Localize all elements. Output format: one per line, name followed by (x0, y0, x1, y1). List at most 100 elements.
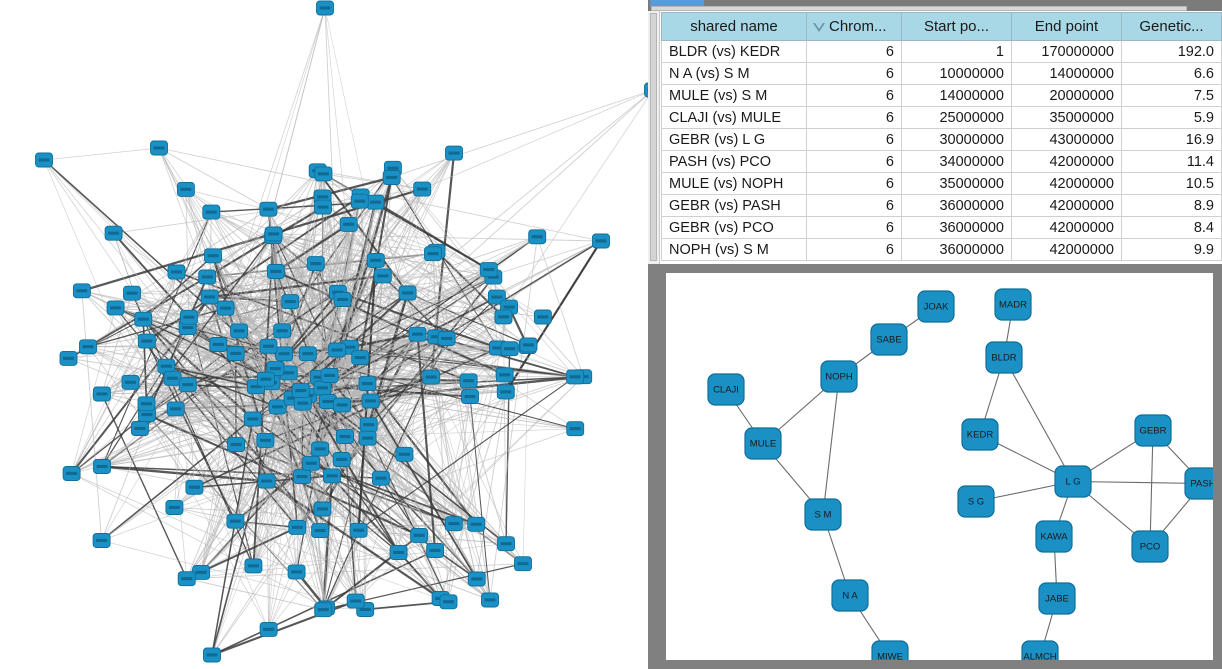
overview-edge[interactable] (448, 523, 455, 602)
overview-edge[interactable] (253, 333, 418, 567)
overview-network-graph[interactable] (0, 0, 648, 669)
overview-edge[interactable] (185, 189, 208, 278)
detail-node-shape[interactable] (744, 427, 782, 460)
cell-shared_name[interactable]: GEBR (vs) PASH (661, 194, 807, 217)
overview-node[interactable] (200, 289, 219, 305)
table-row[interactable]: CLAJI (vs) MULE 6 25000000 35000000 5.9 (661, 106, 1222, 129)
overview-node[interactable] (358, 376, 377, 392)
cell-shared_name[interactable]: GEBR (vs) PCO (661, 216, 807, 239)
overview-edge[interactable] (218, 344, 420, 536)
overview-node[interactable] (123, 285, 141, 301)
overview-edge[interactable] (146, 276, 209, 415)
overview-edge[interactable] (432, 253, 450, 602)
overview-node[interactable] (459, 373, 478, 389)
overview-edge[interactable] (187, 327, 576, 430)
cell-genetic[interactable]: 16.9 (1121, 128, 1222, 151)
overview-node[interactable] (293, 469, 311, 485)
cell-chromosome[interactable]: 6 (806, 62, 902, 85)
overview-node[interactable] (437, 331, 456, 346)
overview-node[interactable] (259, 338, 278, 354)
overview-edge[interactable] (277, 406, 576, 430)
overview-edge[interactable] (392, 168, 498, 298)
overview-node[interactable] (349, 522, 368, 538)
overview-node[interactable] (481, 592, 499, 608)
overview-node[interactable] (302, 455, 321, 471)
overview-node[interactable] (444, 516, 463, 532)
overview-edge[interactable] (341, 400, 372, 460)
detail-node-shape[interactable] (1054, 465, 1092, 498)
overview-edge[interactable] (301, 168, 394, 477)
detail-node[interactable]: MULE (744, 427, 782, 460)
overview-edge[interactable] (209, 274, 383, 299)
overview-edge[interactable] (492, 276, 584, 378)
cell-chromosome[interactable]: 6 (806, 216, 902, 239)
detail-edge[interactable] (1003, 357, 1074, 482)
overview-edge[interactable] (288, 299, 343, 374)
cell-genetic[interactable]: 10.5 (1121, 172, 1222, 195)
cell-start_point[interactable]: 35000000 (901, 172, 1012, 195)
overview-node[interactable] (268, 399, 287, 415)
overview-edge[interactable] (211, 418, 254, 656)
overview-node[interactable] (178, 377, 197, 393)
overview-edge[interactable] (187, 296, 210, 385)
overview-edge[interactable] (422, 90, 648, 190)
table-row[interactable]: GEBR (vs) PASH 6 36000000 42000000 8.9 (661, 194, 1222, 217)
overview-edge[interactable] (255, 347, 498, 387)
overview-node[interactable] (293, 395, 312, 411)
overview-edge[interactable] (358, 529, 420, 536)
overview-node[interactable] (389, 545, 408, 560)
overview-node[interactable] (59, 350, 78, 366)
detail-network-canvas-wrapper[interactable]: CLAJI MULE NOPH SABE JOAK S M N A MIWE MADR BLDR K… (666, 273, 1213, 660)
overview-node[interactable] (320, 368, 339, 383)
overview-edge[interactable] (43, 159, 147, 404)
overview-node[interactable] (313, 380, 332, 396)
cell-end_point[interactable]: 42000000 (1011, 172, 1122, 195)
cell-chromosome[interactable]: 6 (806, 238, 902, 261)
overview-edge[interactable] (143, 318, 321, 450)
overview-node[interactable] (72, 283, 91, 299)
overview-edge[interactable] (146, 299, 343, 342)
overview-edge[interactable] (271, 233, 274, 383)
overview-edge[interactable] (536, 236, 584, 377)
overview-node[interactable] (230, 323, 249, 339)
overview-node[interactable] (519, 337, 538, 353)
overview-edge[interactable] (176, 271, 497, 298)
overview-edge[interactable] (318, 376, 471, 398)
overview-node[interactable] (422, 369, 441, 385)
overview-edge[interactable] (43, 159, 237, 445)
overview-edge[interactable] (174, 7, 326, 508)
overview-node[interactable] (93, 459, 111, 474)
overview-edge[interactable] (277, 406, 327, 609)
overview-edge[interactable] (186, 543, 507, 580)
overview-node[interactable] (266, 264, 285, 279)
overview-node[interactable] (163, 370, 182, 386)
overview-node[interactable] (291, 383, 310, 399)
overview-node[interactable] (287, 564, 306, 580)
overview-node[interactable] (528, 229, 547, 245)
cell-shared_name[interactable]: MULE (vs) S M (661, 84, 807, 107)
overview-node[interactable] (496, 384, 515, 400)
cell-end_point[interactable]: 14000000 (1011, 62, 1122, 85)
overview-edge[interactable] (194, 330, 283, 488)
detail-node-shape[interactable] (870, 323, 908, 356)
cell-chromosome[interactable]: 6 (806, 40, 902, 63)
overview-edge[interactable] (174, 444, 237, 508)
overview-edge[interactable] (200, 353, 285, 573)
cell-end_point[interactable]: 43000000 (1011, 128, 1122, 151)
cell-genetic[interactable]: 5.9 (1121, 106, 1222, 129)
overview-edge[interactable] (146, 299, 343, 416)
overview-edge[interactable] (349, 346, 584, 378)
cell-end_point[interactable]: 42000000 (1011, 194, 1122, 217)
overview-node[interactable] (209, 337, 228, 352)
overview-node[interactable] (306, 256, 325, 272)
overview-edge[interactable] (206, 276, 290, 374)
overview-edge[interactable] (355, 376, 584, 602)
overview-node[interactable] (92, 386, 111, 402)
detail-node-shape[interactable] (707, 373, 745, 406)
horizontal-scrollbar-thumb[interactable] (651, 6, 1187, 11)
overview-node[interactable] (408, 326, 427, 342)
overview-edge[interactable] (209, 296, 368, 384)
overview-node[interactable] (281, 294, 300, 310)
overview-edge[interactable] (71, 263, 317, 474)
overview-node[interactable] (256, 432, 275, 448)
